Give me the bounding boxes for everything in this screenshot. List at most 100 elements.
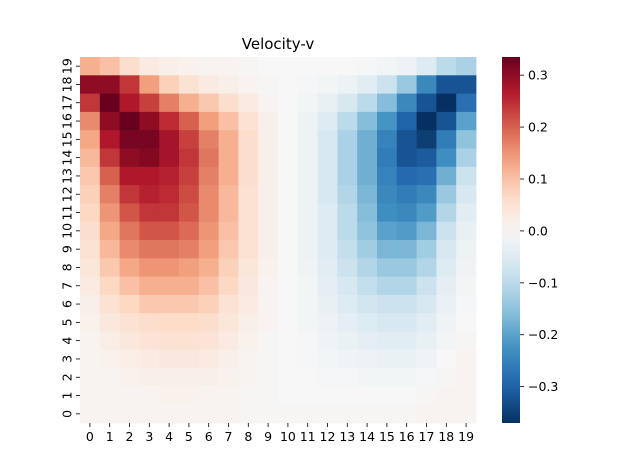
heatmap-cell [238, 57, 259, 76]
heatmap-cell [99, 258, 120, 277]
x-tick-label: 3 [145, 429, 153, 444]
heatmap-cell [456, 221, 477, 241]
heatmap-cell [396, 166, 417, 186]
heatmap-cell [119, 294, 140, 314]
colorbar-tick-label: 0.0 [528, 223, 548, 238]
heatmap-cell [198, 294, 219, 314]
heatmap-cell [337, 203, 358, 223]
heatmap-cell [278, 185, 299, 204]
heatmap-cell [436, 258, 457, 277]
heatmap-cell [456, 258, 477, 277]
heatmap-cell [258, 276, 279, 296]
heatmap-cell [179, 111, 200, 131]
heatmap-cell [159, 258, 180, 277]
chart-title: Velocity-v [242, 35, 315, 53]
heatmap-cell [396, 349, 417, 369]
heatmap-cell [436, 203, 457, 223]
heatmap-cell [396, 294, 417, 314]
y-tick-label: 6 [60, 300, 75, 308]
y-tick-label: 15 [60, 131, 75, 147]
y-tick-label: 19 [60, 58, 75, 74]
heatmap-cell [436, 313, 457, 332]
heatmap-cell [456, 148, 477, 168]
heatmap-cell [416, 166, 437, 186]
heatmap-cell [198, 349, 219, 369]
heatmap-cell [179, 276, 200, 296]
colorbar-ticks: −0.3 −0.2 −0.1 0.0 0.1 0.2 0.3 [520, 68, 558, 394]
heatmap-cell [416, 130, 437, 149]
y-tick-label: 2 [60, 373, 75, 381]
heatmap-cell [139, 148, 160, 168]
heatmap-cell [377, 75, 398, 94]
y-tick-label: 17 [60, 95, 75, 111]
heatmap-cell [456, 185, 477, 204]
heatmap-cell [179, 349, 200, 369]
heatmap-cell [436, 368, 457, 387]
heatmap-cell [357, 93, 378, 113]
heatmap-cell [159, 185, 180, 204]
heatmap-cell [198, 276, 219, 296]
heatmap-cell [159, 313, 180, 332]
heatmap-cell [337, 313, 358, 332]
heatmap-cell [218, 75, 239, 94]
heatmap-cell [258, 368, 279, 387]
heatmap-cell [119, 57, 140, 76]
x-tick-label: 18 [438, 429, 454, 444]
heatmap-cell [436, 404, 457, 424]
heatmap-cell [179, 75, 200, 94]
heatmap-cell [456, 57, 477, 76]
heatmap-cell [456, 331, 477, 351]
heatmap-cell [139, 240, 160, 259]
heatmap-cell [436, 111, 457, 131]
heatmap-cell [198, 221, 219, 241]
y-tick-label: 3 [60, 355, 75, 363]
heatmap-cell [80, 313, 101, 332]
heatmap-cell [159, 368, 180, 387]
heatmap-cell [456, 294, 477, 314]
heatmap-cell [218, 313, 239, 332]
heatmap-cell [218, 221, 239, 241]
heatmap-cell [337, 294, 358, 314]
heatmap-cell [139, 221, 160, 241]
heatmap-cell [278, 166, 299, 186]
heatmap-cell [396, 368, 417, 387]
y-tick-label: 10 [60, 223, 75, 239]
heatmap-cell [278, 240, 299, 259]
x-tick-label: 6 [205, 429, 213, 444]
heatmap-cell [416, 331, 437, 351]
heatmap-cell [317, 111, 338, 131]
heatmap-cell [218, 148, 239, 168]
heatmap-cell [416, 240, 437, 259]
heatmap-cell [357, 57, 378, 76]
heatmap-cell [218, 57, 239, 76]
heatmap-cell [99, 203, 120, 223]
y-tick-label: 16 [60, 113, 75, 129]
heatmap-cell [396, 386, 417, 406]
heatmap-cell [456, 75, 477, 94]
heatmap-cell [278, 331, 299, 351]
heatmap-cell [278, 368, 299, 387]
heatmap-cell [139, 313, 160, 332]
heatmap-cell [99, 386, 120, 406]
x-tick-label: 11 [300, 429, 316, 444]
heatmap-cell [377, 386, 398, 406]
heatmap-cell [198, 75, 219, 94]
heatmap-cell [80, 349, 101, 369]
heatmap-cell [80, 185, 101, 204]
heatmap-cell [416, 57, 437, 76]
heatmap-cell [238, 294, 259, 314]
heatmap-cell [198, 93, 219, 113]
heatmap-cell [179, 93, 200, 113]
heatmap-cell [198, 386, 219, 406]
heatmap-cell [159, 203, 180, 223]
heatmap-cell [297, 111, 318, 131]
heatmap-cell [99, 111, 120, 131]
heatmap-cell [80, 258, 101, 277]
y-tick-label: 13 [60, 168, 75, 184]
heatmap-cell [159, 294, 180, 314]
heatmap-cell [159, 404, 180, 424]
heatmap-cell [337, 258, 358, 277]
heatmap-cell [238, 93, 259, 113]
x-tick-label: 2 [126, 429, 134, 444]
heatmap-cell [159, 386, 180, 406]
